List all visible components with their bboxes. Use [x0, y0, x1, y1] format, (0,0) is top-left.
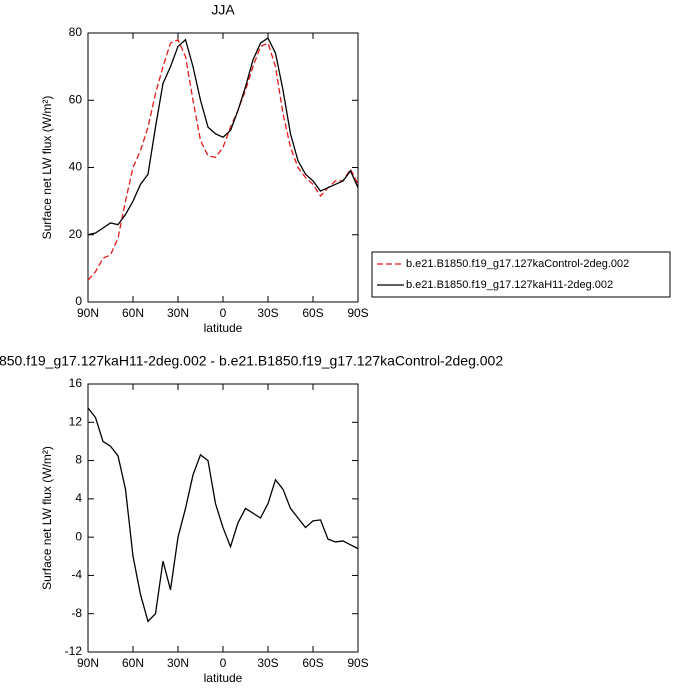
x-tick-label: 60S [302, 656, 323, 670]
chart-title: JJA [211, 2, 235, 18]
x-axis-label: latitude [204, 671, 243, 685]
y-tick-label: -4 [71, 568, 82, 582]
legend-box [371, 251, 671, 298]
y-tick-label: 4 [75, 491, 82, 505]
x-tick-label: 90S [347, 306, 368, 320]
y-tick-label: 0 [75, 294, 82, 308]
y-tick-label: -8 [71, 606, 82, 620]
x-tick-label: 90S [347, 656, 368, 670]
y-tick-label: 16 [69, 376, 83, 390]
y-axis-label: Surface net LW flux (W/m²) [40, 446, 54, 590]
y-tick-label: 60 [69, 92, 83, 106]
y-axis-label: Surface net LW flux (W/m²) [40, 96, 54, 240]
x-tick-label: 30S [257, 656, 278, 670]
data-line [87, 38, 359, 281]
y-tick-label: 40 [69, 160, 83, 174]
x-tick-label: 60N [122, 656, 144, 670]
x-tick-label: 0 [220, 306, 227, 320]
data-line [87, 407, 359, 623]
y-tick-label: 80 [69, 25, 83, 39]
legend-label: b.e21.B1850.f19_g17.127kaControl-2deg.00… [406, 258, 629, 270]
x-axis-label: latitude [204, 321, 243, 335]
y-tick-label: -12 [65, 644, 83, 658]
y-tick-label: 20 [69, 227, 83, 241]
x-tick-label: 30S [257, 306, 278, 320]
chart-title: b.e21.B1850.f19_g17.127kaH11-2deg.002 - … [0, 353, 503, 369]
x-tick-label: 60S [302, 306, 323, 320]
y-tick-label: 0 [75, 529, 82, 543]
data-line [87, 37, 359, 236]
y-tick-label: 12 [69, 414, 83, 428]
x-tick-label: 30N [167, 656, 189, 670]
y-tick-label: 8 [75, 453, 82, 467]
legend-label: b.e21.B1850.f19_g17.127kaH11-2deg.002 [406, 279, 613, 291]
x-tick-label: 90N [77, 306, 99, 320]
x-tick-label: 30N [167, 306, 189, 320]
x-tick-label: 60N [122, 306, 144, 320]
x-tick-label: 90N [77, 656, 99, 670]
x-tick-label: 0 [220, 656, 227, 670]
plot-frame [87, 32, 359, 303]
